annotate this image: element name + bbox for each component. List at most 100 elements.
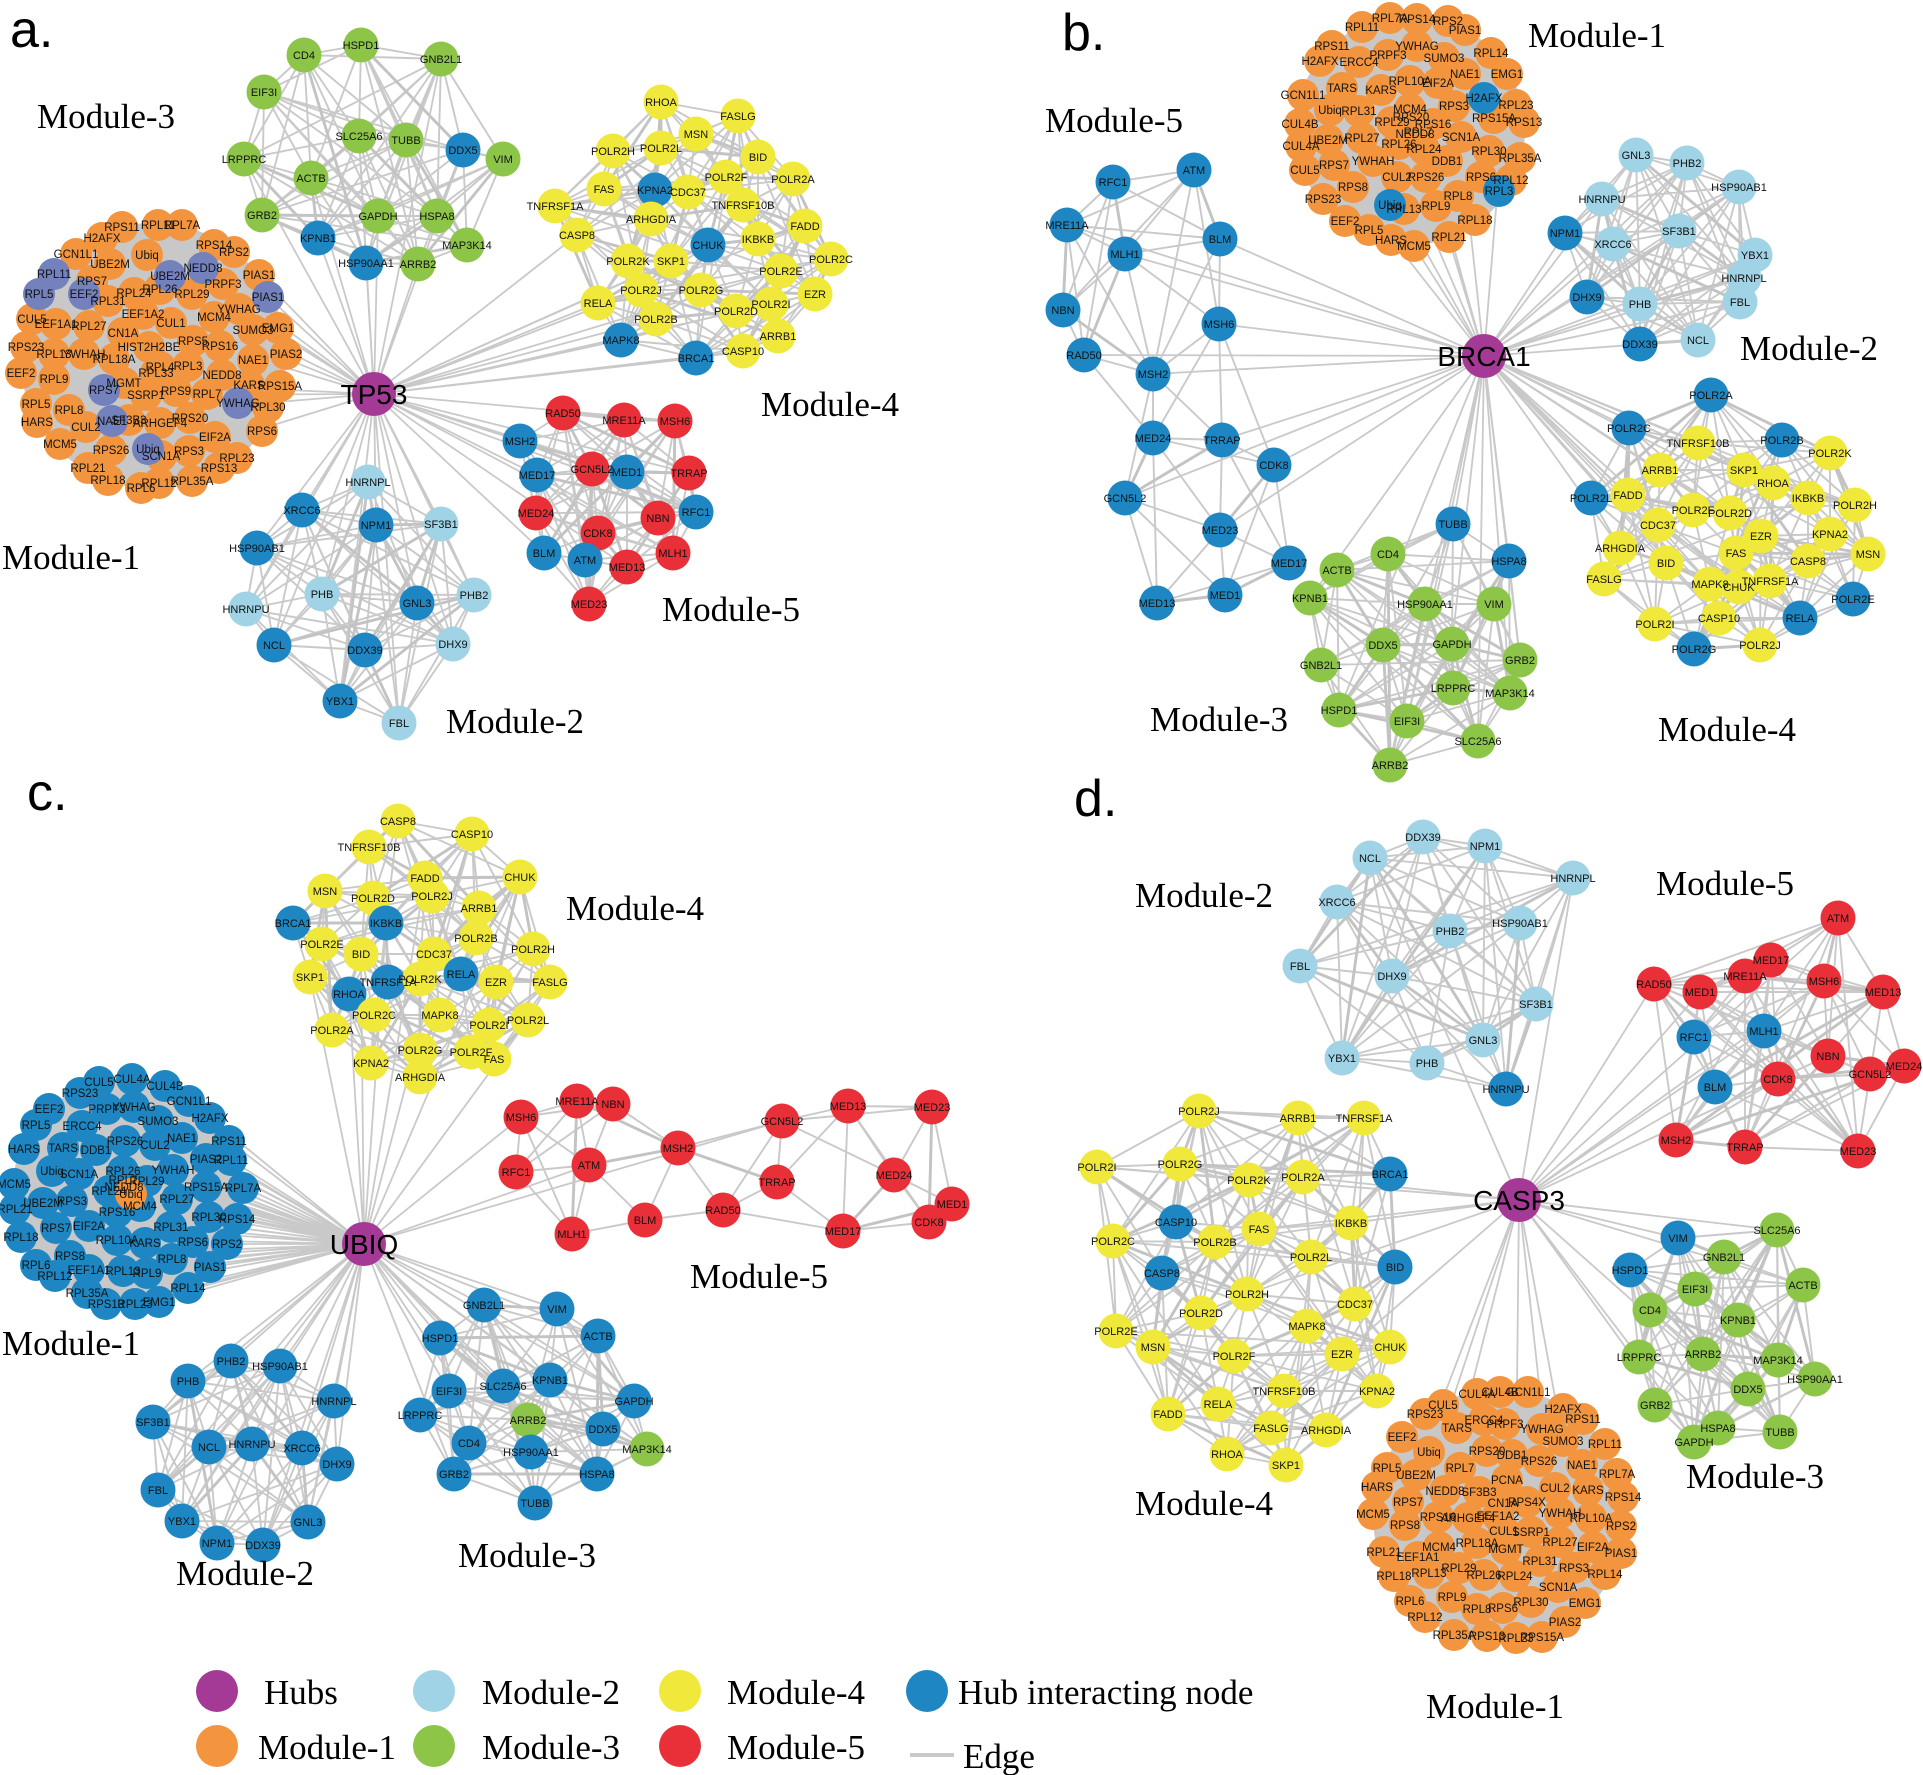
svg-text:RPS20: RPS20 (1393, 112, 1429, 124)
svg-text:RPL5: RPL5 (22, 399, 51, 411)
svg-text:RPS23: RPS23 (1407, 1409, 1443, 1421)
svg-text:CHUK: CHUK (692, 240, 724, 252)
svg-text:POLR2B: POLR2B (634, 314, 677, 326)
svg-text:H2AFX: H2AFX (83, 233, 120, 245)
svg-text:RPL14: RPL14 (1587, 1569, 1623, 1581)
svg-text:RPS6: RPS6 (247, 426, 277, 438)
svg-text:DDX39: DDX39 (347, 645, 382, 657)
svg-text:TUBB: TUBB (520, 1498, 549, 1510)
svg-text:RPS16: RPS16 (1415, 119, 1451, 131)
svg-text:RPS14: RPS14 (1399, 14, 1436, 26)
svg-text:KPNA2: KPNA2 (353, 1058, 389, 1070)
svg-text:Module-4: Module-4 (727, 1673, 865, 1712)
svg-text:RELA: RELA (1786, 613, 1815, 625)
svg-text:RPS11: RPS11 (211, 1136, 247, 1148)
svg-text:RAD50: RAD50 (545, 408, 580, 420)
svg-text:UBE2M: UBE2M (1308, 135, 1348, 147)
svg-text:Module-2: Module-2 (1135, 876, 1273, 915)
svg-text:RPS9: RPS9 (161, 386, 191, 398)
svg-text:RAD50: RAD50 (1066, 350, 1101, 362)
svg-text:MAPK8: MAPK8 (1691, 579, 1728, 591)
svg-text:Module-4: Module-4 (761, 385, 899, 424)
svg-text:RPS8: RPS8 (1338, 182, 1368, 194)
svg-text:MAP3K14: MAP3K14 (622, 1444, 672, 1456)
svg-text:CUL5: CUL5 (17, 314, 46, 326)
svg-text:RPS7: RPS7 (41, 1223, 71, 1235)
svg-text:DDB1: DDB1 (1432, 156, 1463, 168)
svg-text:MED1: MED1 (612, 467, 643, 479)
svg-text:ARHGDIA: ARHGDIA (395, 1072, 446, 1084)
svg-text:MCM4: MCM4 (123, 1201, 157, 1213)
svg-text:PHB2: PHB2 (460, 590, 489, 602)
svg-text:POLR2A: POLR2A (1281, 1172, 1325, 1184)
svg-text:DHX9: DHX9 (1377, 971, 1406, 983)
svg-text:ARRB1: ARRB1 (461, 903, 498, 915)
svg-text:RPS7: RPS7 (77, 276, 107, 288)
svg-text:VIM: VIM (1668, 1233, 1688, 1245)
svg-text:POLR2B: POLR2B (1193, 1237, 1236, 1249)
svg-text:SKP1: SKP1 (296, 972, 324, 984)
svg-text:MCM5: MCM5 (1397, 241, 1431, 253)
svg-text:KARS: KARS (129, 1238, 161, 1250)
svg-text:NAE1: NAE1 (1450, 69, 1480, 81)
svg-text:MED1: MED1 (937, 1199, 968, 1211)
svg-text:POLR2K: POLR2K (398, 974, 442, 986)
svg-text:BLM: BLM (634, 1215, 657, 1227)
svg-text:DDX39: DDX39 (245, 1540, 280, 1552)
svg-text:HSPD1: HSPD1 (1321, 705, 1358, 717)
svg-text:SCN1A: SCN1A (60, 1169, 99, 1181)
svg-text:CUL1: CUL1 (1489, 1526, 1518, 1538)
svg-text:SCN1A: SCN1A (1539, 1582, 1578, 1594)
svg-text:NEDD8: NEDD8 (203, 370, 242, 382)
svg-text:Ubiq: Ubiq (136, 444, 160, 456)
svg-text:Ubiq: Ubiq (135, 250, 159, 262)
svg-text:HSPD1: HSPD1 (343, 40, 380, 52)
svg-text:RPS5: RPS5 (178, 336, 208, 348)
svg-text:NPM1: NPM1 (1550, 228, 1581, 240)
svg-text:RPL27: RPL27 (1542, 1537, 1577, 1549)
svg-text:RPS8: RPS8 (1390, 1520, 1420, 1532)
svg-text:PIAS1: PIAS1 (243, 270, 276, 282)
svg-text:SF3B3: SF3B3 (111, 415, 146, 427)
svg-text:RPL5: RPL5 (1373, 1463, 1402, 1475)
svg-text:FASLG: FASLG (1253, 1423, 1288, 1435)
svg-text:EMG1: EMG1 (143, 1297, 176, 1309)
svg-text:FBL: FBL (148, 1485, 168, 1497)
svg-text:RPL29: RPL29 (129, 1176, 164, 1188)
svg-text:RPL13: RPL13 (105, 1266, 140, 1278)
svg-text:IKBKB: IKBKB (370, 918, 402, 930)
svg-text:RPS7: RPS7 (89, 385, 119, 397)
svg-text:RPL12: RPL12 (1407, 1612, 1442, 1624)
svg-text:RPL12: RPL12 (141, 478, 176, 490)
svg-text:GNL3: GNL3 (1469, 1035, 1498, 1047)
svg-text:NEDD8: NEDD8 (105, 1182, 144, 1194)
svg-text:EIF2A: EIF2A (1422, 78, 1454, 90)
svg-text:RPL11: RPL11 (37, 269, 71, 281)
svg-text:RPL7A: RPL7A (1599, 1469, 1636, 1481)
svg-text:RPS13: RPS13 (201, 463, 237, 475)
svg-text:CN1A: CN1A (1488, 1498, 1519, 1510)
svg-text:PIAS1: PIAS1 (1605, 1548, 1638, 1560)
svg-text:NAE1: NAE1 (238, 355, 268, 367)
svg-text:Module-3: Module-3 (458, 1536, 596, 1575)
svg-text:PIAS1: PIAS1 (252, 292, 285, 304)
svg-text:GAPDH: GAPDH (614, 1396, 653, 1408)
svg-text:CN1A: CN1A (108, 328, 139, 340)
svg-text:PIAS1: PIAS1 (194, 1262, 227, 1274)
svg-text:POLR2H: POLR2H (1833, 500, 1877, 512)
svg-text:RPL26: RPL26 (1381, 139, 1416, 151)
svg-text:RPL8: RPL8 (1444, 191, 1473, 203)
svg-text:KPNB1: KPNB1 (300, 233, 336, 245)
svg-text:EEF2: EEF2 (7, 368, 36, 380)
svg-text:H2AFX: H2AFX (1301, 56, 1338, 68)
svg-text:RPS15A: RPS15A (184, 1182, 228, 1194)
svg-text:PRPF3: PRPF3 (88, 1104, 125, 1116)
svg-text:FADD: FADD (410, 873, 439, 885)
svg-text:MED23: MED23 (1840, 1146, 1877, 1158)
svg-text:Ubiq: Ubiq (1417, 1447, 1441, 1459)
svg-text:Module-2: Module-2 (176, 1554, 314, 1593)
svg-text:MSN: MSN (684, 129, 709, 141)
svg-text:YBX1: YBX1 (1741, 250, 1769, 262)
svg-text:CASP10: CASP10 (1155, 1217, 1197, 1229)
svg-text:RPS13: RPS13 (88, 1299, 124, 1311)
